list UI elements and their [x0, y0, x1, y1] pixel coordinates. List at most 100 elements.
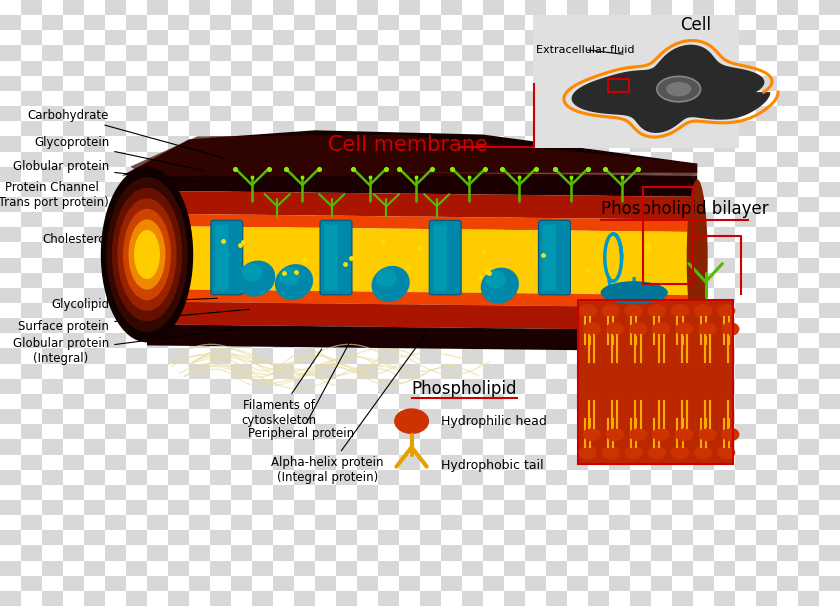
Bar [819, 30, 840, 45]
Polygon shape [130, 135, 697, 176]
Bar [798, 45, 819, 61]
Circle shape [583, 428, 600, 441]
Bar [420, 348, 441, 364]
Bar [189, 545, 210, 561]
Bar [420, 409, 441, 424]
Bar [42, 364, 63, 379]
Bar [126, 121, 147, 136]
Bar [273, 545, 294, 561]
Bar [273, 303, 294, 318]
Bar [420, 182, 441, 197]
Bar [672, 333, 693, 348]
Bar [441, 545, 462, 561]
Bar [672, 182, 693, 197]
Bar [756, 167, 777, 182]
Bar [420, 500, 441, 515]
Bar [105, 15, 126, 30]
Bar [147, 348, 168, 364]
Bar [42, 303, 63, 318]
Bar [798, 288, 819, 303]
Bar [378, 591, 399, 606]
Bar [336, 470, 357, 485]
Ellipse shape [129, 219, 165, 290]
Bar [84, 76, 105, 91]
Bar [609, 273, 630, 288]
Bar [693, 227, 714, 242]
Bar [105, 470, 126, 485]
Bar [315, 515, 336, 530]
Bar [168, 91, 189, 106]
Circle shape [699, 323, 716, 335]
Bar [693, 379, 714, 394]
Bar [147, 242, 168, 258]
Bar [42, 485, 63, 500]
Bar [651, 364, 672, 379]
Bar [294, 303, 315, 318]
Bar [672, 364, 693, 379]
Bar [252, 394, 273, 409]
Ellipse shape [666, 82, 691, 96]
Bar [504, 76, 525, 91]
Bar [714, 576, 735, 591]
Bar [693, 242, 714, 258]
Bar [399, 530, 420, 545]
Bar [399, 394, 420, 409]
Bar [651, 121, 672, 136]
Bar [504, 167, 525, 182]
Bar [84, 576, 105, 591]
Bar [189, 485, 210, 500]
Bar [378, 197, 399, 212]
Bar [441, 106, 462, 121]
Bar [378, 409, 399, 424]
Bar [777, 288, 798, 303]
Bar [588, 197, 609, 212]
Bar [294, 15, 315, 30]
Circle shape [672, 305, 689, 317]
Bar [42, 197, 63, 212]
Bar [294, 576, 315, 591]
Bar [441, 576, 462, 591]
Ellipse shape [279, 267, 301, 285]
Bar [441, 212, 462, 227]
Bar [315, 212, 336, 227]
Bar [357, 561, 378, 576]
Bar [273, 167, 294, 182]
Bar [0, 424, 21, 439]
Circle shape [722, 428, 739, 441]
Bar [105, 136, 126, 152]
Bar [210, 167, 231, 182]
Bar [714, 545, 735, 561]
Bar [105, 485, 126, 500]
Bar [504, 106, 525, 121]
Bar [0, 348, 21, 364]
Bar [336, 348, 357, 364]
Bar [672, 61, 693, 76]
Bar [147, 15, 168, 30]
Bar [63, 576, 84, 591]
Bar [420, 591, 441, 606]
Bar [630, 0, 651, 15]
Bar [42, 258, 63, 273]
Bar [63, 485, 84, 500]
Bar [651, 197, 672, 212]
Bar [294, 227, 315, 242]
Bar [777, 530, 798, 545]
Bar [483, 106, 504, 121]
Bar [714, 591, 735, 606]
Bar [378, 348, 399, 364]
Bar [231, 576, 252, 591]
Bar [672, 500, 693, 515]
Bar [735, 439, 756, 454]
Bar [567, 545, 588, 561]
Bar [357, 258, 378, 273]
Bar [546, 242, 567, 258]
Circle shape [580, 447, 596, 459]
Bar [609, 576, 630, 591]
Bar [462, 152, 483, 167]
Bar [546, 470, 567, 485]
Bar [42, 424, 63, 439]
Bar [210, 182, 231, 197]
Bar [588, 348, 609, 364]
Bar [504, 530, 525, 545]
Bar [357, 485, 378, 500]
